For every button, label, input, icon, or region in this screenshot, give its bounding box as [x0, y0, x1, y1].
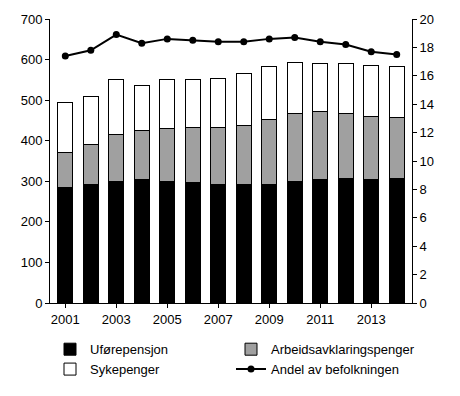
svg-text:10: 10 — [420, 154, 434, 169]
svg-text:0: 0 — [35, 296, 42, 311]
svg-text:8: 8 — [420, 182, 427, 197]
svg-text:Andel av befolkningen: Andel av befolkningen — [271, 362, 399, 377]
svg-text:0: 0 — [420, 296, 427, 311]
svg-text:2013: 2013 — [357, 312, 386, 327]
svg-text:300: 300 — [21, 174, 43, 189]
svg-text:6: 6 — [420, 210, 427, 225]
svg-text:14: 14 — [420, 97, 434, 112]
svg-text:20: 20 — [420, 12, 434, 27]
svg-text:2003: 2003 — [102, 312, 131, 327]
svg-text:Uførepensjon: Uførepensjon — [90, 342, 168, 357]
svg-text:100: 100 — [21, 255, 43, 270]
svg-text:200: 200 — [21, 214, 43, 229]
svg-text:18: 18 — [420, 40, 434, 55]
svg-text:2007: 2007 — [204, 312, 233, 327]
svg-text:2011: 2011 — [306, 312, 334, 327]
svg-text:4: 4 — [420, 239, 427, 254]
svg-text:400: 400 — [21, 133, 43, 148]
svg-text:2009: 2009 — [255, 312, 284, 327]
svg-text:2001: 2001 — [51, 312, 80, 327]
svg-text:Sykepenger: Sykepenger — [90, 362, 160, 377]
svg-text:700: 700 — [21, 12, 43, 27]
svg-text:2005: 2005 — [153, 312, 182, 327]
svg-text:12: 12 — [420, 125, 434, 140]
svg-text:Arbeidsavklaringspenger: Arbeidsavklaringspenger — [271, 342, 415, 357]
svg-text:500: 500 — [21, 93, 43, 108]
svg-text:600: 600 — [21, 52, 43, 67]
svg-text:16: 16 — [420, 68, 434, 83]
svg-text:2: 2 — [420, 267, 427, 282]
